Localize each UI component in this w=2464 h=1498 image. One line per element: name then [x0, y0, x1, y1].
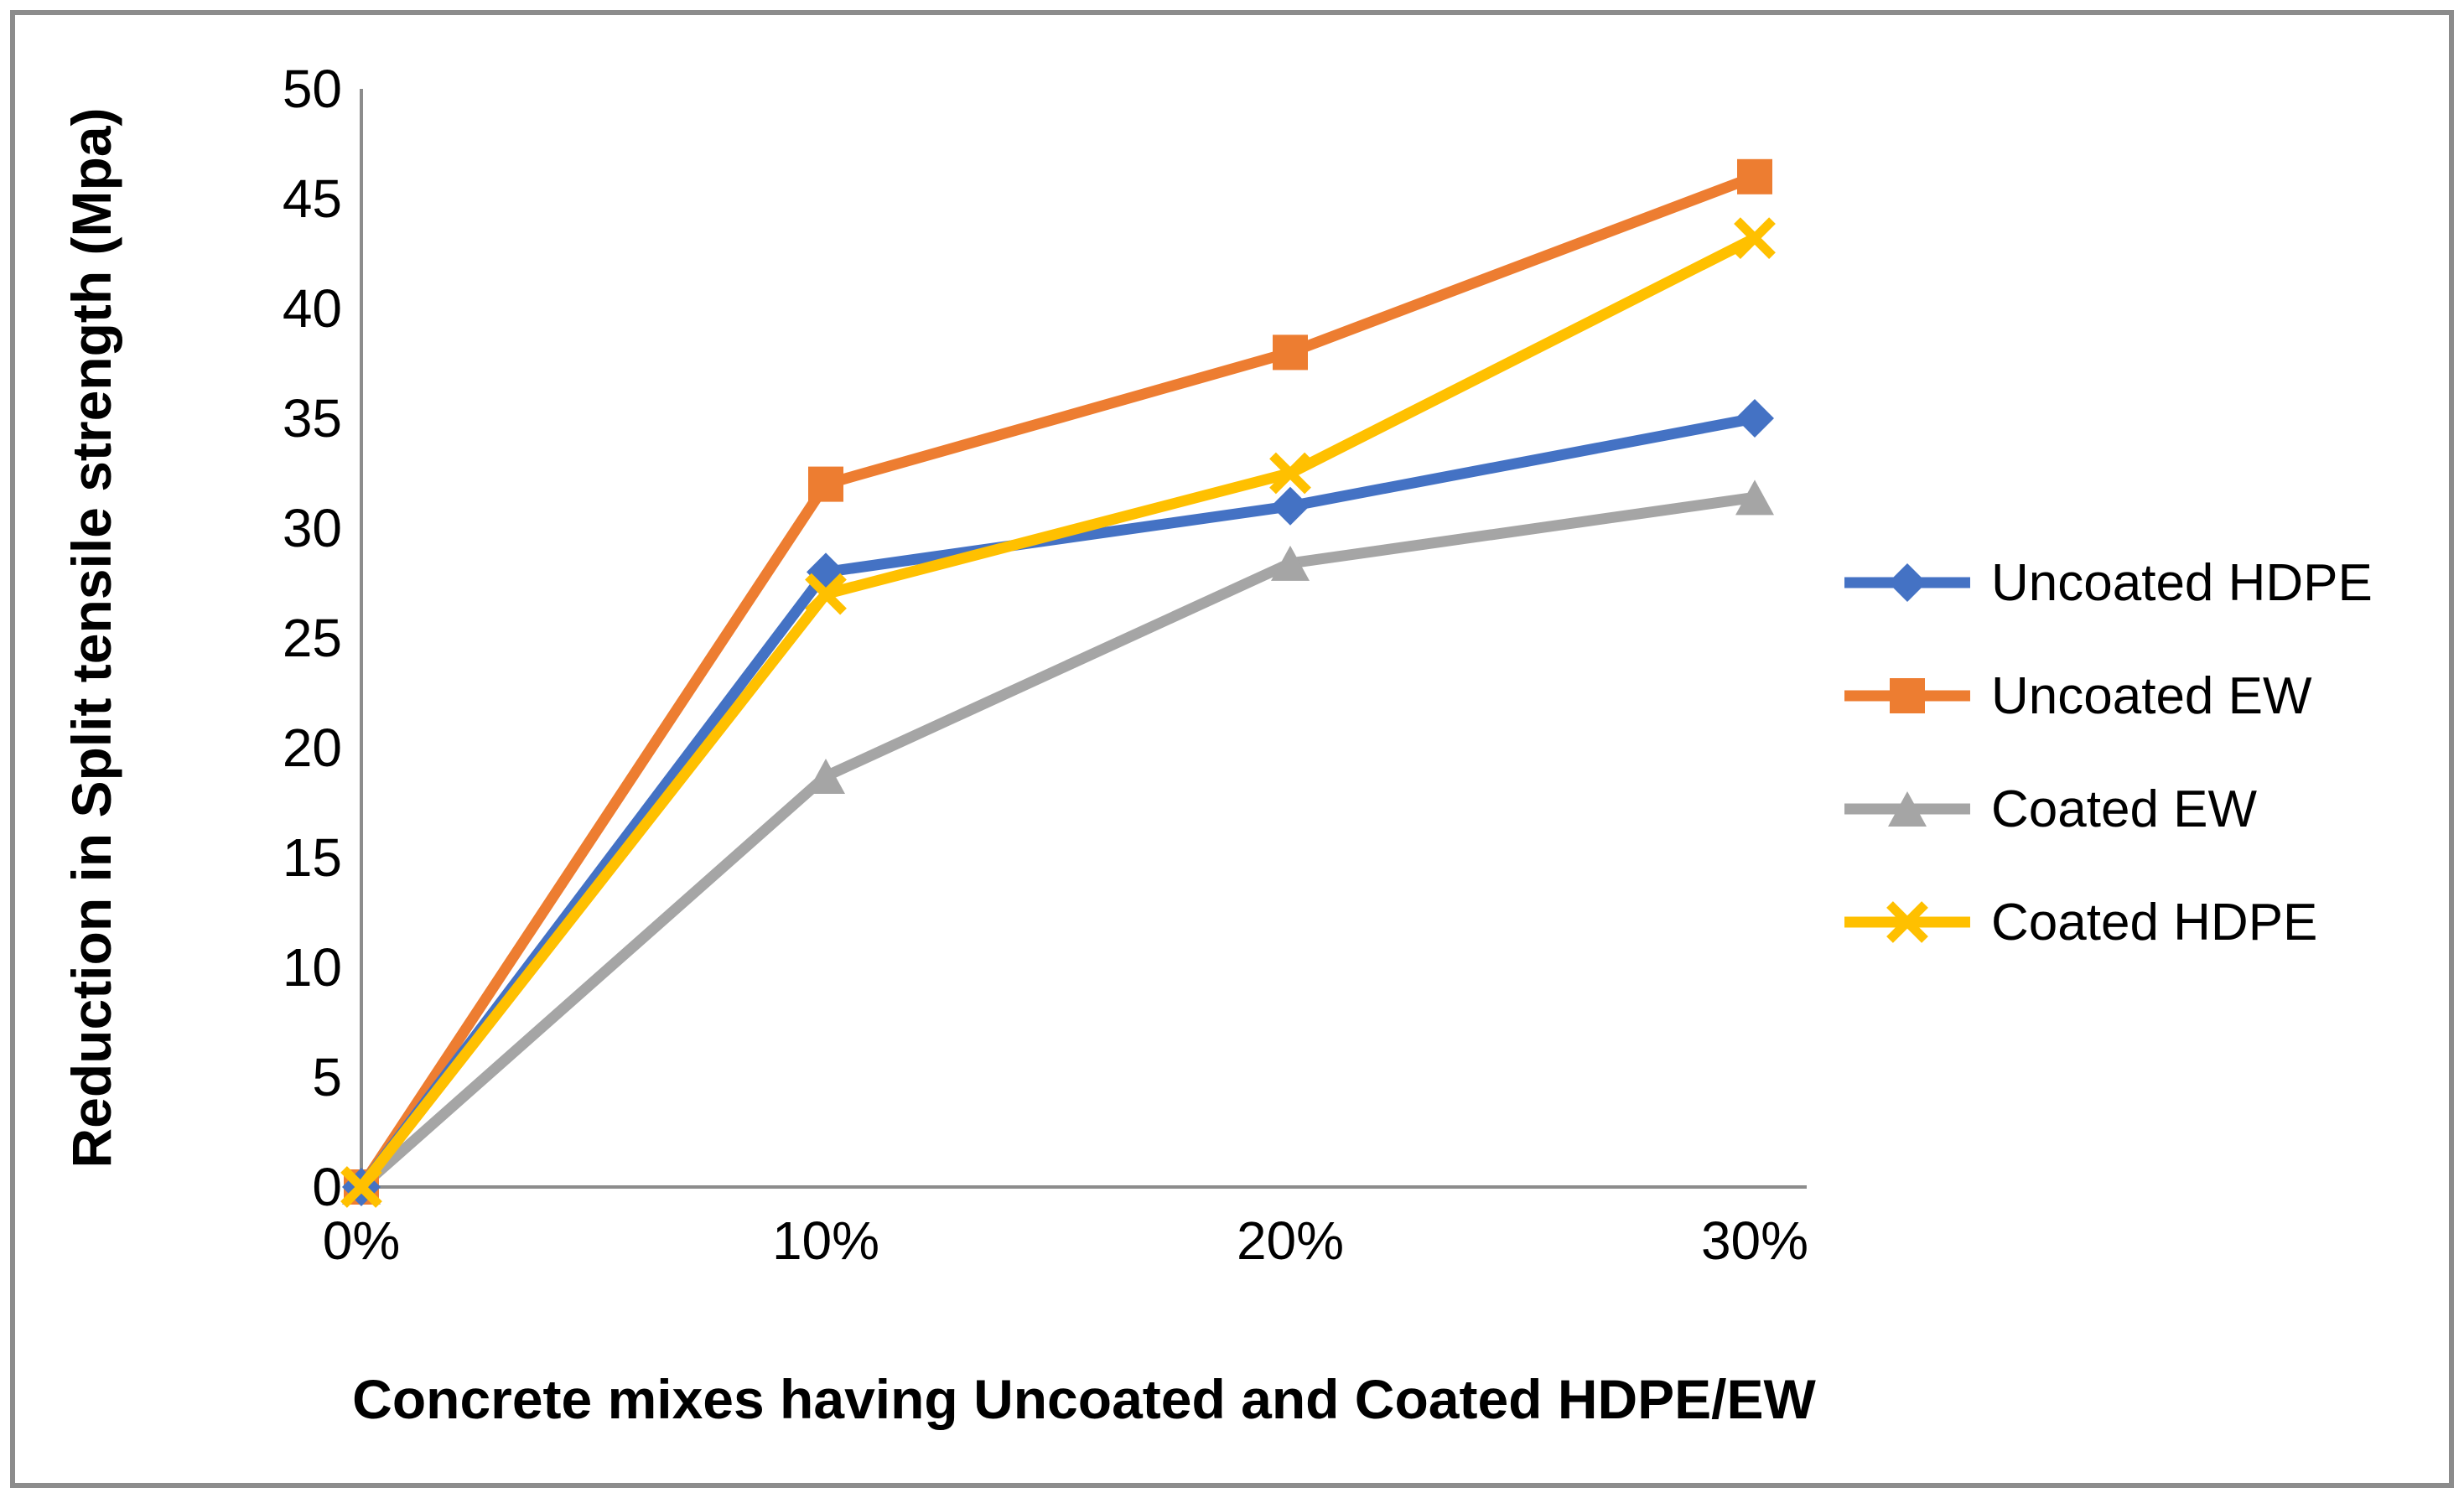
legend-label-coated-hdpe: Coated HDPE — [1991, 894, 2317, 951]
x-tick-label-10%: 10% — [772, 1210, 879, 1271]
y-tick-label-0: 0 — [312, 1157, 342, 1217]
x-axis-title: Concrete mixes having Uncoated and Coate… — [352, 1368, 1816, 1430]
x-marker-legend-coated-hdpe — [1886, 901, 1928, 943]
triangle-marker-coated-ew-3 — [1735, 479, 1774, 516]
y-tick-label-45: 45 — [283, 168, 342, 229]
x-tick-label-20%: 20% — [1237, 1210, 1344, 1271]
y-tick-label-5: 5 — [312, 1047, 342, 1107]
diamond-marker-uncoated-hdpe-3 — [1735, 399, 1774, 438]
triangle-marker-legend-coated-ew — [1888, 791, 1927, 827]
triangle-marker-coated-ew-2 — [1271, 545, 1310, 581]
legend-item-coated-ew: Coated EW — [1844, 780, 2258, 838]
y-tick-label-25: 25 — [283, 608, 342, 668]
axis-tick-labels: 0 5 10 15 20 25 30 35 40 45 50 0% 10% 20% 30% — [283, 59, 1808, 1271]
y-tick-label-35: 35 — [283, 388, 342, 448]
x-marker-coated-hdpe-1 — [805, 573, 847, 615]
y-tick-label-40: 40 — [283, 278, 342, 339]
legend-label-coated-ew: Coated EW — [1991, 780, 2258, 838]
y-tick-label-20: 20 — [283, 718, 342, 778]
legend-label-uncoated-ew: Uncoated EW — [1991, 667, 2312, 725]
diamond-marker-legend-uncoated-hdpe — [1888, 563, 1927, 602]
legend-item-coated-hdpe: Coated HDPE — [1844, 894, 2317, 951]
y-tick-label-10: 10 — [283, 937, 342, 998]
triangle-marker-coated-ew-1 — [807, 759, 845, 795]
square-marker-uncoated-ew-2 — [1273, 334, 1308, 371]
x-tick-label-30%: 30% — [1701, 1210, 1808, 1271]
series-lines — [340, 158, 1776, 1208]
diamond-marker-uncoated-hdpe-2 — [1271, 486, 1310, 526]
square-marker-uncoated-ew-1 — [808, 466, 843, 502]
x-marker-coated-hdpe-3 — [1734, 217, 1776, 260]
legend-item-uncoated-ew: Uncoated EW — [1844, 667, 2312, 725]
legend-item-uncoated-hdpe: Uncoated HDPE — [1844, 554, 2373, 612]
series-uncoated-ew — [344, 158, 1772, 1205]
y-tick-label-15: 15 — [283, 827, 342, 888]
series-line-uncoated-ew — [356, 171, 1757, 1190]
legend-label-uncoated-hdpe: Uncoated HDPE — [1991, 554, 2373, 612]
y-tick-label-30: 30 — [283, 498, 342, 558]
x-marker-coated-hdpe-0 — [340, 1166, 382, 1208]
x-tick-label-0%: 0% — [323, 1210, 401, 1271]
legend: Uncoated HDPE Uncoated EW Coated EW Coated … — [1844, 554, 2373, 951]
x-marker-coated-hdpe-2 — [1269, 452, 1311, 495]
series-line-coated-ew — [357, 491, 1756, 1191]
y-axis-title: Reduction in Split tensile strength (Mpa… — [60, 107, 122, 1168]
series-coated-hdpe — [340, 217, 1776, 1208]
square-marker-uncoated-ew-3 — [1737, 158, 1772, 194]
y-tick-label-50: 50 — [283, 59, 342, 119]
series-coated-ew — [342, 479, 1774, 1205]
axes — [360, 89, 1807, 1189]
series-line-coated-hdpe — [356, 233, 1757, 1191]
square-marker-legend-uncoated-ew — [1890, 678, 1925, 713]
